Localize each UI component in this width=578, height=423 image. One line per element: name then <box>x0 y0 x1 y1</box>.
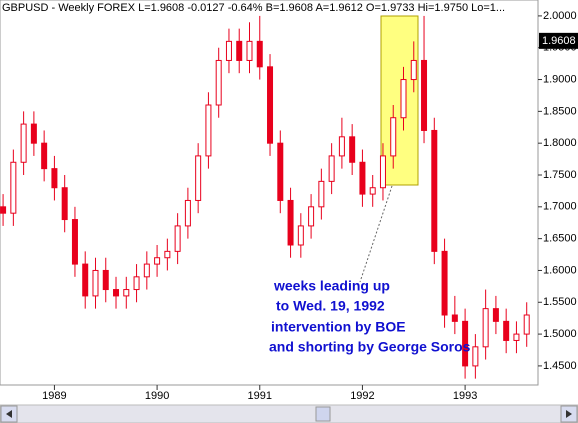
y-tick-label: 1.7500 <box>543 169 577 181</box>
y-tick-label: 1.7000 <box>543 201 577 213</box>
candle-body <box>338 136 345 157</box>
y-tick-label: 1.6500 <box>543 233 577 245</box>
candle-body <box>246 40 253 61</box>
candle-body <box>492 308 499 322</box>
y-tick-label: 1.8000 <box>543 137 577 149</box>
arrow-icon <box>566 410 572 418</box>
annotation-line: weeks leading up <box>273 278 390 294</box>
candle-body <box>195 155 202 201</box>
y-tick-label: 1.9000 <box>543 73 577 85</box>
annotation-line: to Wed. 19, 1992 <box>276 298 385 314</box>
candle-body <box>20 123 27 163</box>
x-tick-label: 1993 <box>453 390 477 402</box>
candle-body <box>431 129 438 252</box>
candle-body <box>174 225 181 252</box>
y-tick-label: 2.0000 <box>543 10 577 22</box>
candle-body <box>154 257 161 265</box>
candle-body <box>133 276 140 291</box>
candle-body <box>277 142 284 201</box>
candle-body <box>390 117 397 157</box>
candle-body <box>503 320 510 341</box>
arrow-icon <box>6 410 12 418</box>
candle-body <box>113 289 120 297</box>
y-tick-label: 1.8500 <box>543 105 577 117</box>
candle-body <box>349 136 356 163</box>
candle-body <box>225 40 232 61</box>
candle-body <box>472 346 479 367</box>
annotation-line: and shorting by George Soros <box>269 339 471 355</box>
candle-body <box>410 59 417 81</box>
price-tag <box>539 32 578 49</box>
candle-body <box>215 59 222 106</box>
price-tag-label: 1.9608 <box>542 35 576 47</box>
x-tick-label: 1991 <box>248 390 272 402</box>
candle-body <box>421 59 428 131</box>
candle-body <box>451 314 458 322</box>
candle-body <box>359 161 366 195</box>
annotation: weeks leading up to Wed. 19, 1992 interv… <box>269 278 471 355</box>
annotation-leader <box>359 185 393 283</box>
x-tick-label: 1992 <box>350 390 374 402</box>
candle-body <box>164 250 171 259</box>
candle-body <box>379 155 386 189</box>
candle-body <box>102 269 109 291</box>
candle-body <box>184 199 191 227</box>
candle-body <box>287 199 294 246</box>
candle-body <box>328 155 335 182</box>
y-tick-label: 1.6000 <box>543 264 577 276</box>
y-tick-label: 1.5500 <box>543 296 577 308</box>
candle-body <box>369 187 376 195</box>
highlight-box <box>380 15 419 186</box>
candle-body <box>308 206 315 227</box>
candle-body <box>462 320 469 367</box>
scroll-thumb[interactable] <box>315 406 331 422</box>
candle-body <box>256 40 263 68</box>
scrollbar[interactable] <box>0 404 578 423</box>
candle-body <box>71 219 78 265</box>
x-tick-label: 1990 <box>145 390 169 402</box>
candle-body <box>318 180 325 208</box>
plot-frame <box>0 0 539 386</box>
candle-body <box>297 225 304 246</box>
candle-body <box>482 308 489 348</box>
candle-body <box>123 289 130 297</box>
annotation-line: intervention by BOE <box>271 319 406 335</box>
candle-body <box>82 263 89 297</box>
candles <box>0 15 530 379</box>
candle-body <box>10 161 17 214</box>
candle-body <box>400 79 407 119</box>
candle-body <box>205 104 212 157</box>
candle-body <box>441 250 448 316</box>
y-tick-label: 1.4500 <box>543 360 577 372</box>
scroll-track[interactable] <box>0 404 578 423</box>
y-tick-label: 1.5000 <box>543 328 577 340</box>
candle-body <box>143 263 150 278</box>
candle-body <box>236 40 243 61</box>
candle-body <box>267 66 274 144</box>
candle-body <box>523 314 530 335</box>
candle-body <box>41 142 48 170</box>
candle-body <box>30 123 37 144</box>
candle-body <box>61 187 68 221</box>
candle-body <box>51 168 58 189</box>
candle-body <box>513 333 520 341</box>
header: GBPUSD - Weekly FOREX L=1.9608 -0.0127 -… <box>2 2 505 14</box>
x-tick-label: 1989 <box>42 390 66 402</box>
candle-body <box>0 206 7 214</box>
candle-body <box>92 269 99 297</box>
